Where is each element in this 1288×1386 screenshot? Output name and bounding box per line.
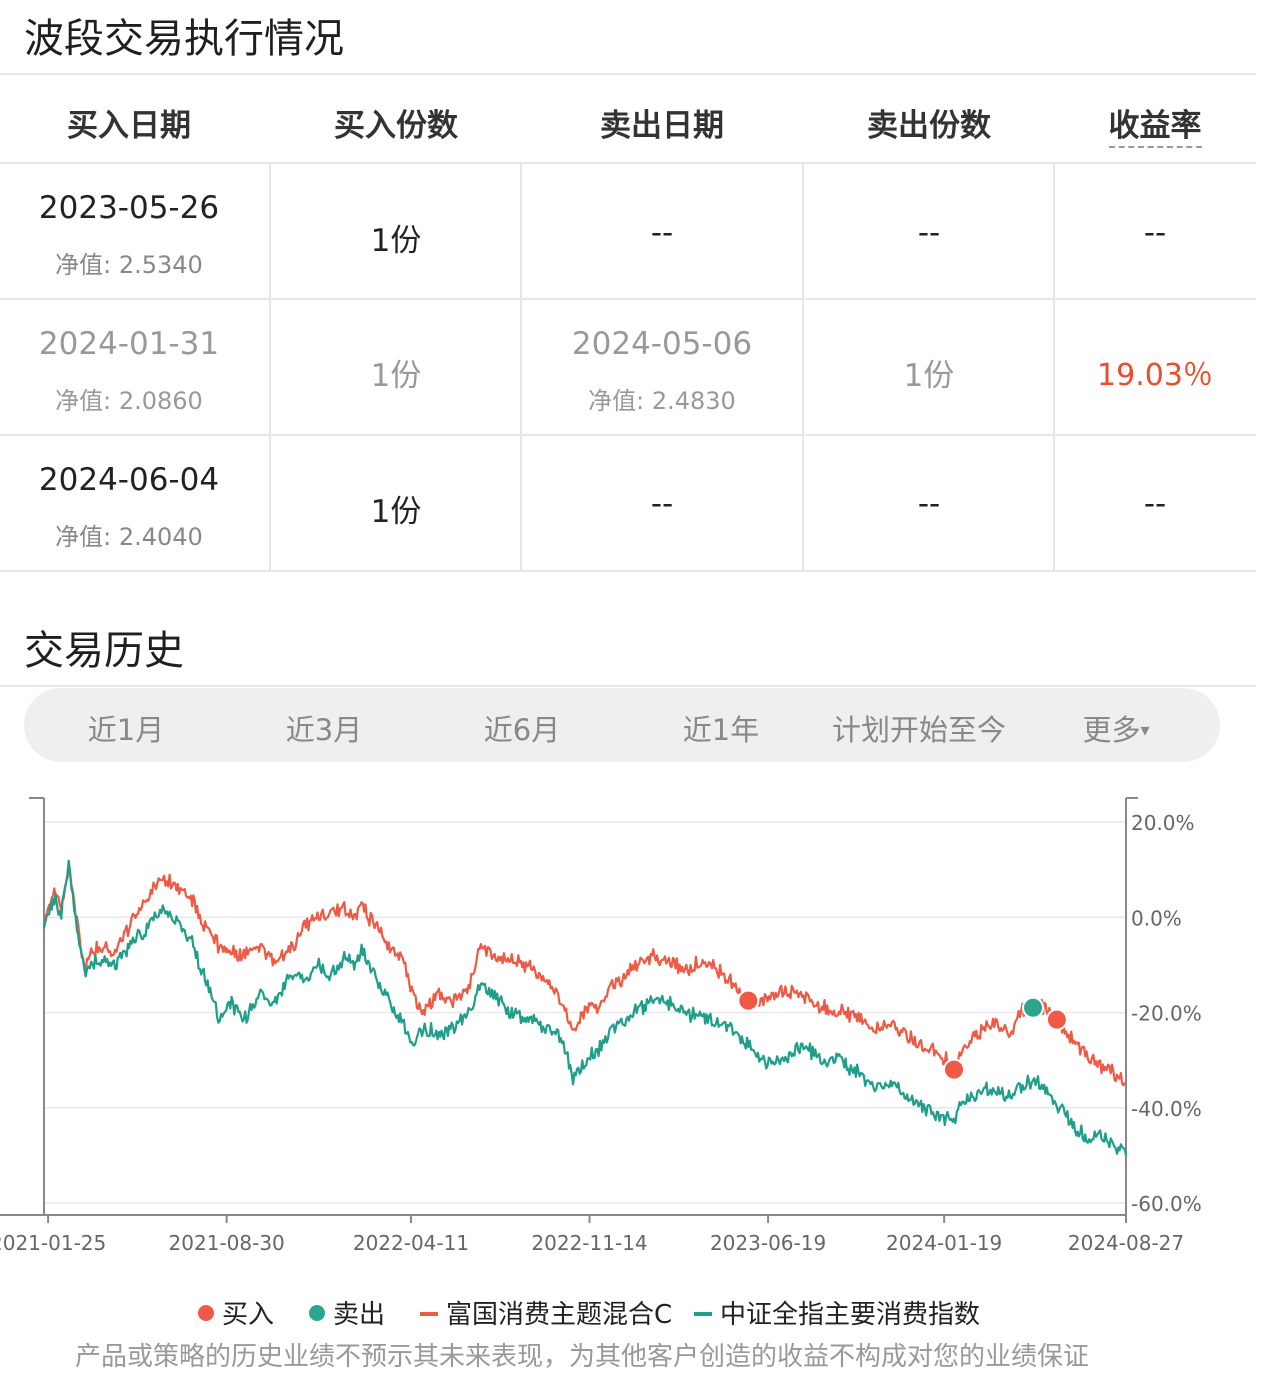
caret-down-icon: ▾ [1140, 720, 1150, 741]
buy-qty: 1份 [370, 223, 422, 259]
legend-sell[interactable]: 卖出 [309, 1294, 385, 1331]
y-tick-label: 20.0% [1131, 811, 1195, 835]
legend-fund-label: 富国消费主题混合C [446, 1300, 673, 1330]
divider [0, 570, 1256, 572]
y-tick-label: 0.0% [1131, 906, 1182, 930]
sell-date: -- [650, 215, 674, 251]
tab-1-year[interactable]: 近1年 [682, 713, 760, 747]
buy-marker [1045, 1008, 1068, 1031]
buy-marker [943, 1058, 966, 1081]
y-tick-label: -60.0% [1131, 1192, 1202, 1216]
x-tick-label: 2024-08-27 [1068, 1231, 1184, 1255]
sell-marker [1022, 996, 1045, 1019]
return-rate: -- [1143, 215, 1167, 251]
buy-date: 2024-01-31 [38, 326, 220, 362]
buy-nav: 净值: 2.0860 [55, 387, 203, 415]
x-tick-label: 2022-11-14 [531, 1231, 647, 1255]
sell-qty: -- [917, 486, 941, 522]
chart-labels: 20.0% 0.0% -20.0% -40.0% -60.0% 2021-01-25 202… [0, 811, 1202, 1255]
y-tick-label: -20.0% [1131, 1002, 1202, 1026]
header-buy-date: 买入日期 [67, 108, 191, 144]
column-separator [1053, 163, 1055, 571]
x-tick-label: 2024-01-19 [886, 1231, 1002, 1255]
column-separator [520, 163, 522, 571]
header-sell-date: 卖出日期 [600, 108, 724, 144]
sell-qty: 1份 [903, 358, 955, 394]
buy-qty: 1份 [370, 494, 422, 530]
tab-1-month[interactable]: 近1月 [87, 713, 165, 747]
header-sell-qty: 卖出份数 [867, 108, 991, 144]
return-rate: -- [1143, 486, 1167, 522]
legend-fund[interactable]: 富国消费主题混合C [420, 1294, 672, 1331]
divider [0, 73, 1256, 75]
section-title-trade-history: 交易历史 [24, 628, 184, 674]
tab-6-months[interactable]: 近6月 [483, 713, 561, 747]
sell-date: -- [650, 486, 674, 522]
fund-line-icon [420, 1312, 438, 1316]
x-tick-label: 2021-01-25 [0, 1231, 106, 1255]
x-tick-label: 2021-08-30 [169, 1231, 285, 1255]
period-tabs: 近1月 近3月 近6月 近1年 计划开始至今 更多▾ [24, 688, 1220, 762]
header-buy-qty: 买入份数 [334, 108, 458, 144]
divider [0, 162, 1256, 164]
chart-markers [737, 989, 1068, 1081]
chart-legend: 买入 卖出 富国消费主题混合C 中证全指主要消费指数 [0, 1294, 1288, 1330]
column-separator [802, 163, 804, 571]
divider [0, 434, 1256, 436]
return-rate: 19.03％ [1097, 358, 1213, 393]
index-line-icon [694, 1312, 712, 1316]
buy-date: 2024-06-04 [38, 462, 220, 498]
tab-3-months[interactable]: 近3月 [285, 713, 363, 747]
index-series-line [42, 859, 1128, 1156]
header-return-rate-label: 收益率 [1108, 108, 1202, 148]
buy-nav: 净值: 2.4040 [55, 523, 203, 551]
chart-lines [42, 859, 1128, 1156]
legend-index[interactable]: 中证全指主要消费指数 [694, 1294, 980, 1331]
column-separator [269, 163, 271, 571]
x-tick-label: 2022-04-11 [353, 1231, 469, 1255]
legend-buy-label: 买入 [222, 1300, 275, 1330]
sell-date: 2024-05-06 [571, 326, 753, 362]
header-return-rate[interactable]: 收益率 [1075, 100, 1235, 148]
chart-axes [0, 797, 1138, 1223]
buy-date: 2023-05-26 [38, 190, 220, 226]
tab-more-label: 更多 [1082, 713, 1141, 747]
buy-nav: 净值: 2.5340 [55, 251, 203, 279]
y-tick-label: -40.0% [1131, 1097, 1202, 1121]
legend-buy[interactable]: 买入 [198, 1294, 274, 1331]
sell-dot-icon [309, 1305, 325, 1321]
legend-sell-label: 卖出 [333, 1300, 386, 1330]
performance-disclaimer: 产品或策略的历史业绩不预示其未来表现，为其他客户创造的收益不构成对您的业绩保证 [74, 1342, 1089, 1372]
sell-nav: 净值: 2.4830 [588, 387, 736, 415]
buy-dot-icon [198, 1305, 214, 1321]
section-title-swing-trading: 波段交易执行情况 [24, 16, 344, 62]
buy-marker [737, 989, 760, 1012]
trade-history-chart: 20.0% 0.0% -20.0% -40.0% -60.0% 2021-01-25 202… [0, 797, 1202, 1255]
tab-since-plan-start[interactable]: 计划开始至今 [831, 713, 1006, 747]
x-tick-label: 2023-06-19 [710, 1231, 826, 1255]
legend-index-label: 中证全指主要消费指数 [720, 1300, 981, 1330]
sell-qty: -- [917, 215, 941, 251]
tab-more[interactable]: 更多▾ [1006, 707, 1226, 749]
buy-qty: 1份 [370, 358, 422, 394]
fund-series-line [42, 867, 1127, 1087]
divider [0, 685, 1256, 687]
divider [0, 298, 1256, 300]
